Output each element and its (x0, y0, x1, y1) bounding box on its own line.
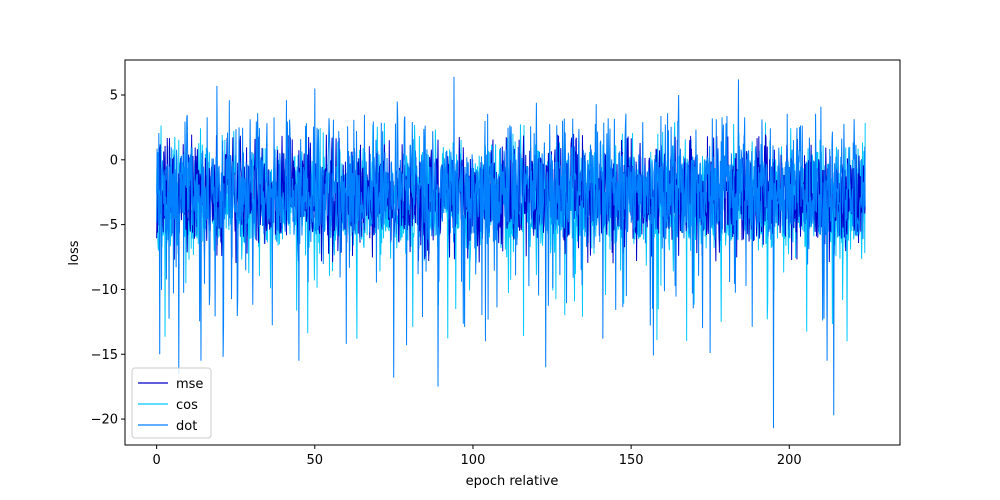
legend-label-dot: dot (176, 419, 197, 434)
legend-label-mse: mse (176, 377, 203, 392)
legend-frame (131, 367, 212, 439)
x-axis-label: epoch relative (466, 474, 559, 489)
y-tick-label: −10 (91, 283, 118, 298)
series-line-dot (156, 76, 866, 429)
y-tick-label: −5 (99, 218, 118, 233)
x-tick-label: 200 (777, 453, 802, 468)
y-axis-label: loss (67, 240, 82, 265)
plot-frame (124, 59, 901, 446)
y-tick-label: 5 (110, 89, 118, 104)
x-tick-label: 50 (307, 453, 324, 468)
y-tick-label: −20 (91, 413, 118, 428)
x-tick-label: 150 (619, 453, 644, 468)
x-tick-label: 100 (461, 453, 486, 468)
y-tick-label: −15 (91, 348, 118, 363)
legend: mse cos dot (131, 367, 212, 439)
y-tick-label: 0 (110, 153, 118, 168)
legend-label-cos: cos (176, 398, 198, 413)
x-tick-label: 0 (152, 453, 160, 468)
